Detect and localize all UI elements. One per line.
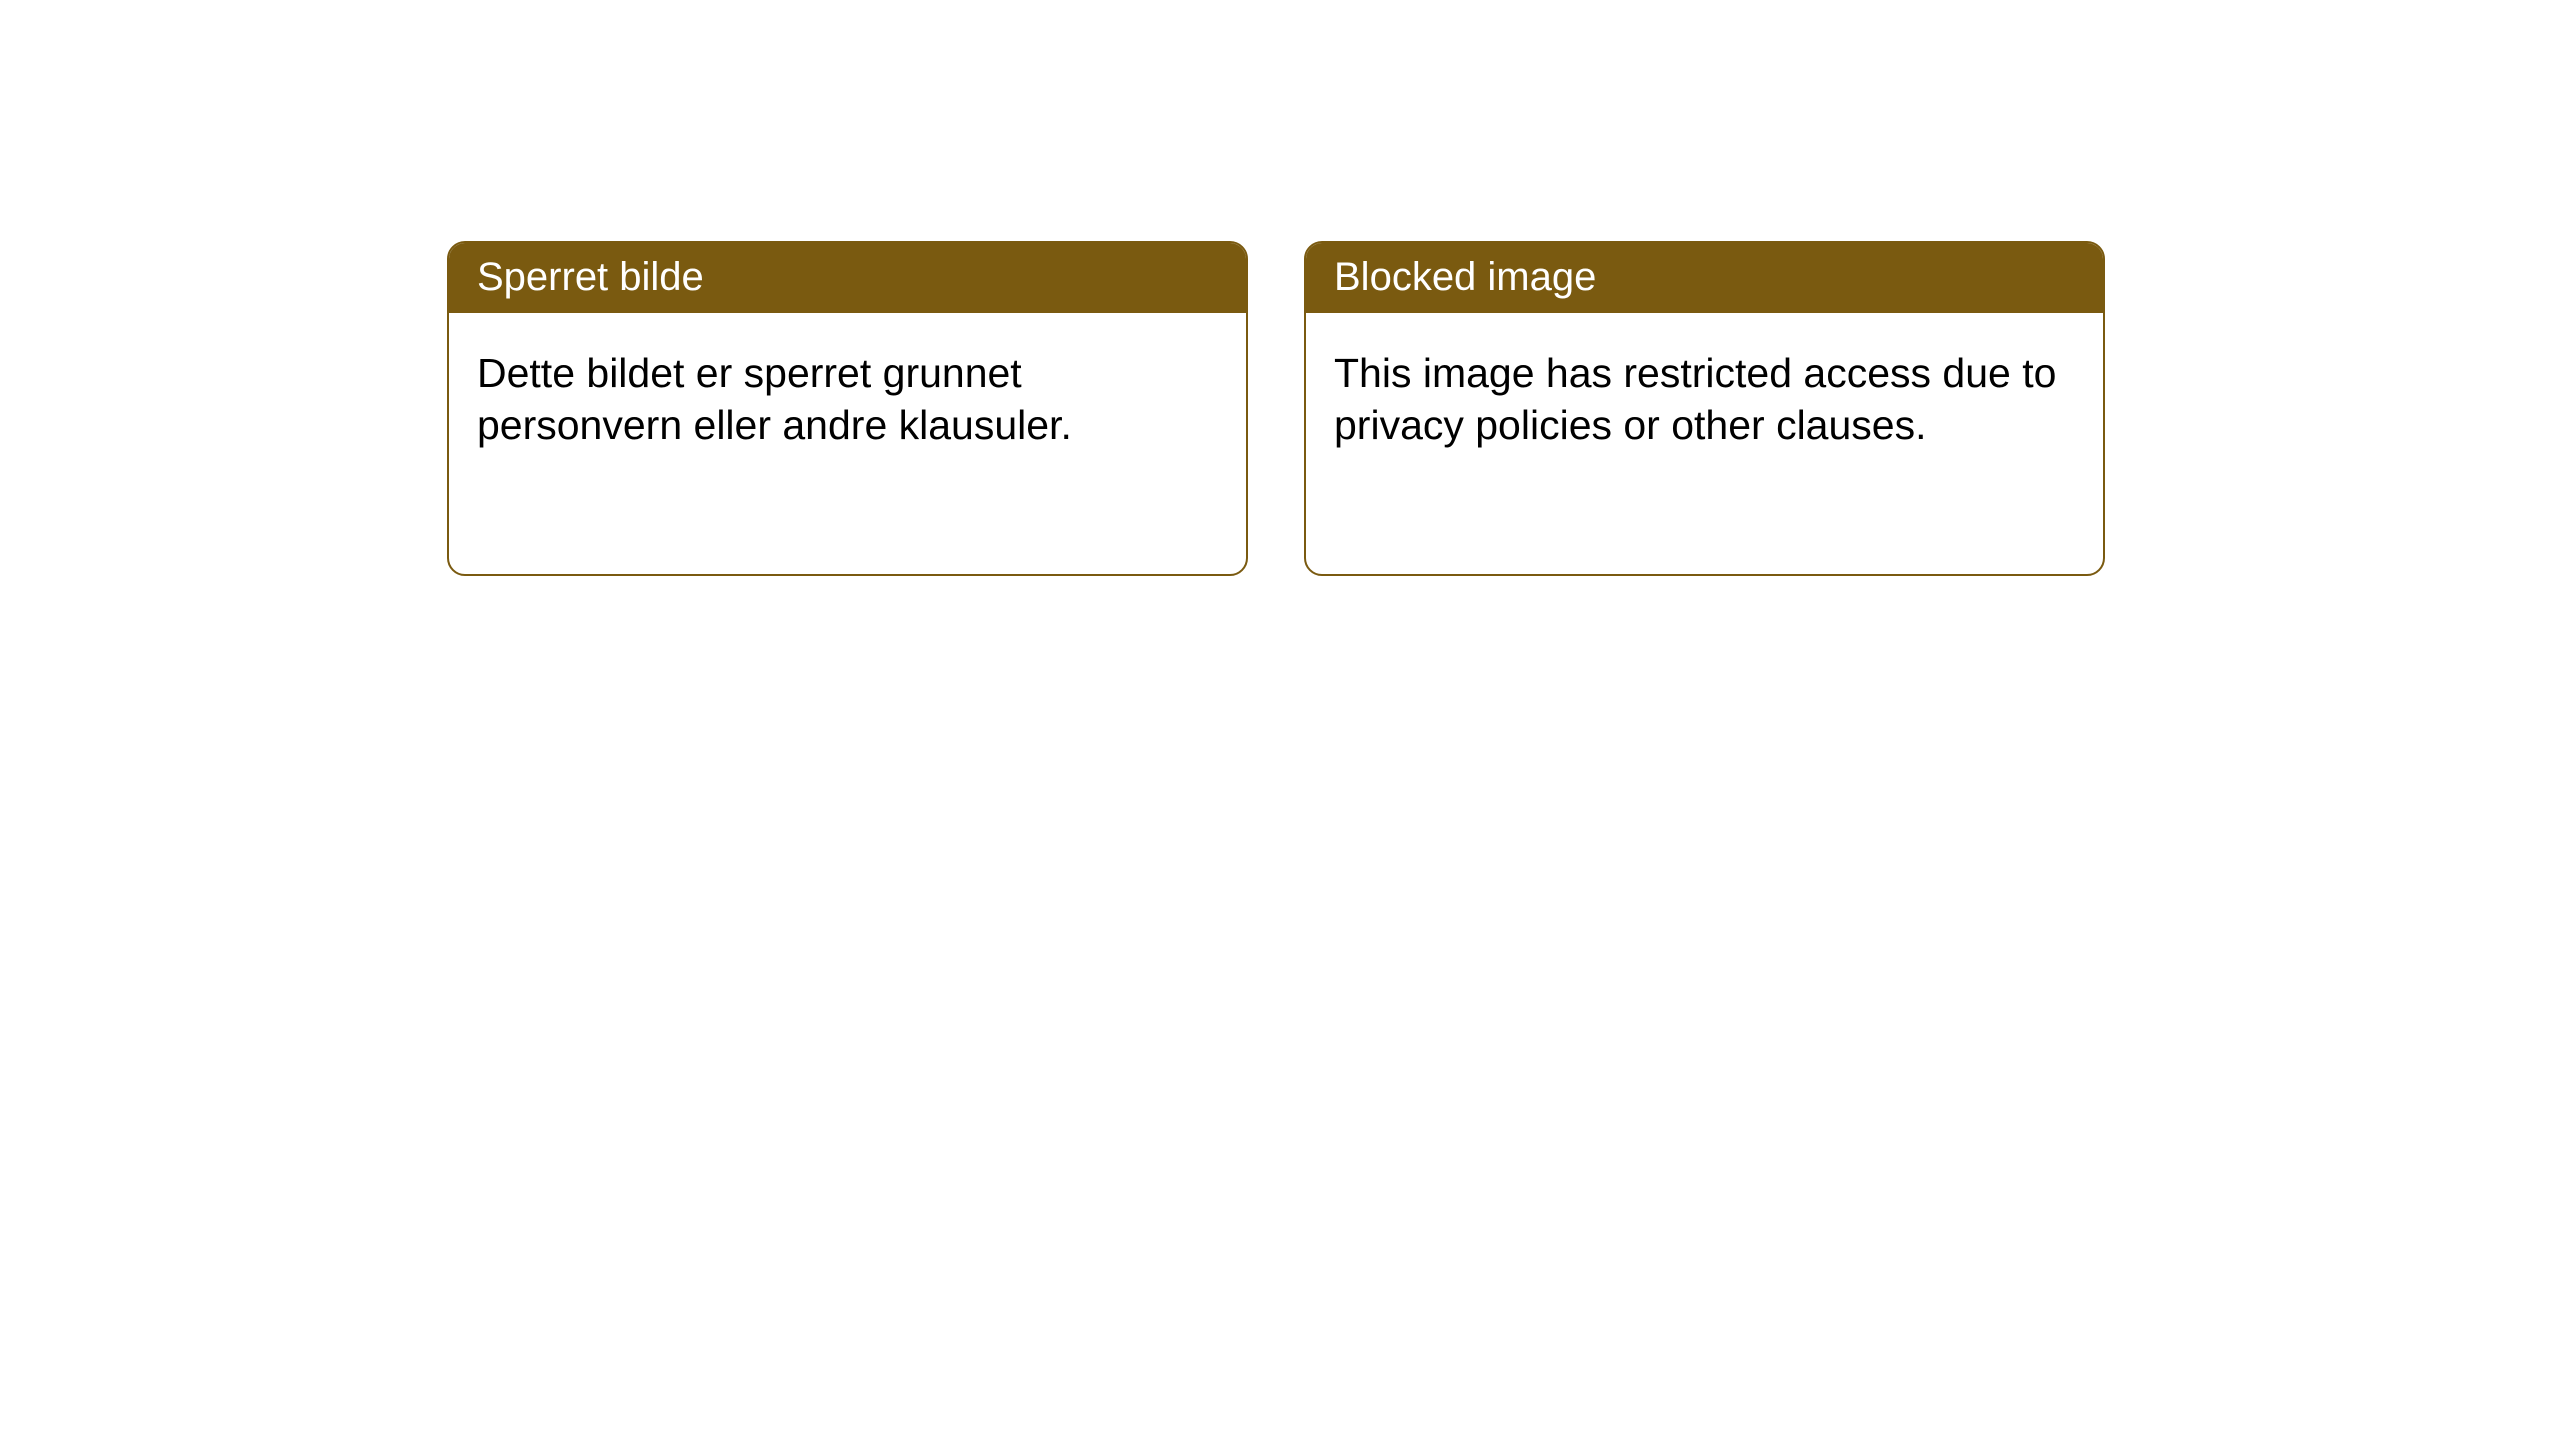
card-header: Sperret bilde — [449, 243, 1246, 313]
card-body: This image has restricted access due to … — [1306, 313, 2103, 486]
card-body-text: This image has restricted access due to … — [1334, 350, 2056, 448]
card-title: Sperret bilde — [477, 255, 704, 299]
card-title: Blocked image — [1334, 255, 1596, 299]
card-header: Blocked image — [1306, 243, 2103, 313]
blocked-image-card-english: Blocked image This image has restricted … — [1304, 241, 2105, 576]
card-body: Dette bildet er sperret grunnet personve… — [449, 313, 1246, 486]
blocked-image-card-norwegian: Sperret bilde Dette bildet er sperret gr… — [447, 241, 1248, 576]
card-body-text: Dette bildet er sperret grunnet personve… — [477, 350, 1072, 448]
cards-container: Sperret bilde Dette bildet er sperret gr… — [0, 0, 2560, 576]
